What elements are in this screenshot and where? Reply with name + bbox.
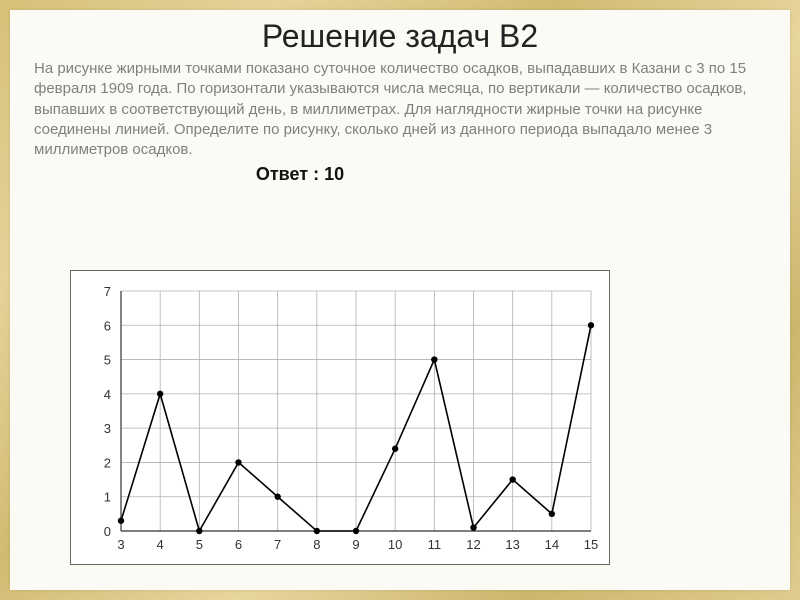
svg-text:13: 13 (505, 537, 519, 552)
svg-text:7: 7 (104, 284, 111, 299)
svg-text:4: 4 (104, 387, 111, 402)
svg-text:8: 8 (313, 537, 320, 552)
svg-text:0: 0 (104, 524, 111, 539)
svg-text:1: 1 (104, 490, 111, 505)
svg-text:6: 6 (235, 537, 242, 552)
content-panel: Решение задач B2 На рисунке жирными точк… (10, 10, 790, 590)
svg-text:7: 7 (274, 537, 281, 552)
svg-text:12: 12 (466, 537, 480, 552)
svg-text:2: 2 (104, 455, 111, 470)
svg-text:15: 15 (584, 537, 598, 552)
page-title: Решение задач B2 (10, 10, 790, 59)
answer-label: Ответ : 10 (0, 164, 790, 185)
svg-text:11: 11 (428, 537, 442, 552)
page-background: Решение задач B2 На рисунке жирными точк… (0, 0, 800, 600)
problem-description: На рисунке жирными точками показано суто… (10, 59, 790, 160)
svg-text:5: 5 (196, 537, 203, 552)
svg-text:5: 5 (104, 353, 111, 368)
svg-text:4: 4 (157, 537, 164, 552)
svg-text:9: 9 (352, 537, 359, 552)
svg-text:3: 3 (117, 537, 124, 552)
line-chart: 012345673456789101112131415 (71, 271, 609, 564)
chart-container: 012345673456789101112131415 (70, 270, 610, 565)
svg-text:10: 10 (388, 537, 402, 552)
svg-text:14: 14 (545, 537, 559, 552)
svg-text:6: 6 (104, 318, 111, 333)
svg-text:3: 3 (104, 421, 111, 436)
